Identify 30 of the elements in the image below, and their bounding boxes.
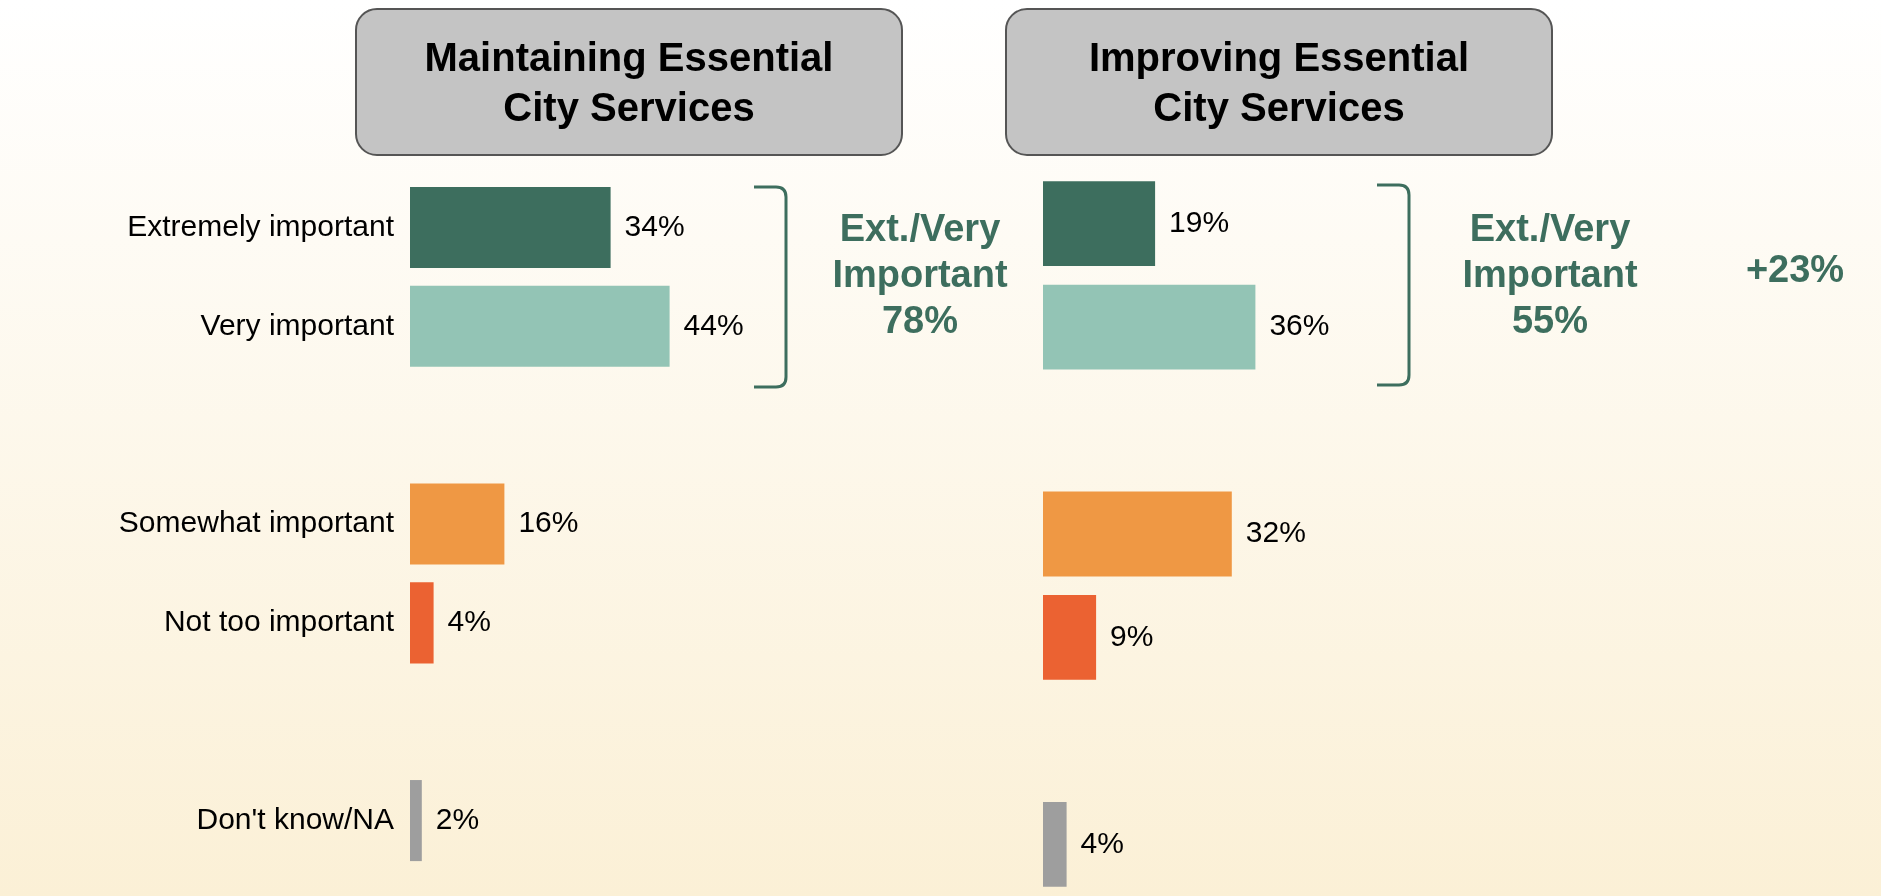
bar [1043,491,1232,577]
chart-title: Improving Essential City Services [1005,8,1553,156]
data-label: 4% [1080,825,1124,859]
bar [410,186,611,268]
chart-title: Maintaining Essential City Services [355,8,903,156]
data-label: 44% [683,307,744,341]
data-label: 34% [624,208,685,242]
bar [410,285,670,367]
bar [1043,801,1067,887]
data-label: 19% [1169,204,1230,238]
y-tick-label: Very important [200,307,395,341]
y-tick-label: Don't know/NA [196,801,394,835]
text: Ext./Very Important 55% [1462,207,1638,342]
bar [1043,284,1256,370]
bar [410,483,505,565]
bar [1043,181,1156,267]
bar [410,582,434,664]
data-label: 2% [435,801,480,835]
data-label: 16% [518,505,579,539]
y-tick-label: Extremely important [127,208,395,242]
data-label: 4% [447,604,491,638]
data-label: 36% [1269,308,1330,342]
bar [410,780,422,862]
data-label: 32% [1245,515,1306,549]
y-tick-label: Not too important [163,604,395,638]
data-label: 9% [1110,618,1154,652]
text: +23% [1745,248,1845,291]
bar [1043,595,1097,680]
y-tick-label: Somewhat important [118,505,395,539]
text: Ext./Very Important 78% [832,207,1008,342]
